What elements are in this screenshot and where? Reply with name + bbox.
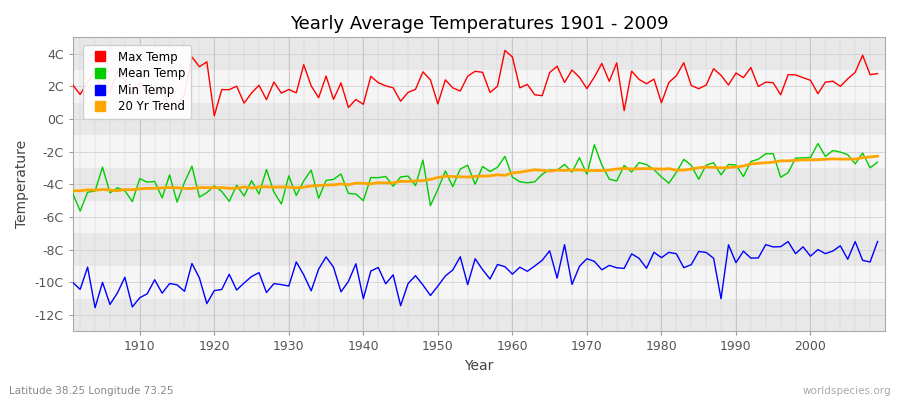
Text: worldspecies.org: worldspecies.org [803, 386, 891, 396]
Bar [73, 103, 885, 135]
Title: Yearly Average Temperatures 1901 - 2009: Yearly Average Temperatures 1901 - 2009 [290, 15, 668, 33]
Bar [73, 233, 885, 266]
Bar [73, 299, 885, 332]
Y-axis label: Temperature: Temperature [15, 140, 29, 228]
X-axis label: Year: Year [464, 359, 493, 373]
Text: Latitude 38.25 Longitude 73.25: Latitude 38.25 Longitude 73.25 [9, 386, 174, 396]
Bar [73, 37, 885, 70]
Bar [73, 168, 885, 201]
Legend: Max Temp, Mean Temp, Min Temp, 20 Yr Trend: Max Temp, Mean Temp, Min Temp, 20 Yr Tre… [83, 45, 192, 119]
